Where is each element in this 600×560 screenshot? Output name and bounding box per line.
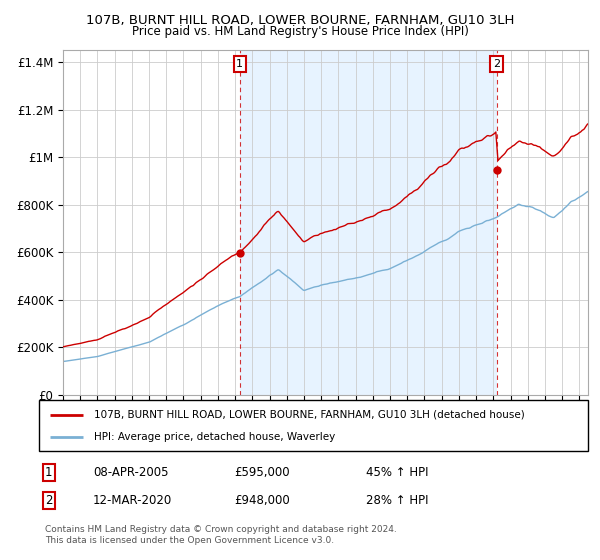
Text: £595,000: £595,000: [234, 466, 290, 479]
Text: Price paid vs. HM Land Registry's House Price Index (HPI): Price paid vs. HM Land Registry's House …: [131, 25, 469, 38]
Text: 1: 1: [236, 59, 243, 69]
Bar: [240, 50, 497, 395]
Text: 28% ↑ HPI: 28% ↑ HPI: [366, 494, 428, 507]
Text: 107B, BURNT HILL ROAD, LOWER BOURNE, FARNHAM, GU10 3LH: 107B, BURNT HILL ROAD, LOWER BOURNE, FAR…: [86, 14, 514, 27]
Text: Contains HM Land Registry data © Crown copyright and database right 2024.
This d: Contains HM Land Registry data © Crown c…: [45, 525, 397, 545]
Text: 2: 2: [493, 59, 500, 69]
Text: HPI: Average price, detached house, Waverley: HPI: Average price, detached house, Wave…: [94, 432, 335, 442]
FancyBboxPatch shape: [39, 400, 588, 451]
Text: £948,000: £948,000: [234, 494, 290, 507]
Text: 1: 1: [45, 466, 53, 479]
Text: 08-APR-2005: 08-APR-2005: [93, 466, 169, 479]
Text: 45% ↑ HPI: 45% ↑ HPI: [366, 466, 428, 479]
Text: 12-MAR-2020: 12-MAR-2020: [93, 494, 172, 507]
Text: 2: 2: [45, 494, 53, 507]
Text: 107B, BURNT HILL ROAD, LOWER BOURNE, FARNHAM, GU10 3LH (detached house): 107B, BURNT HILL ROAD, LOWER BOURNE, FAR…: [94, 409, 524, 419]
